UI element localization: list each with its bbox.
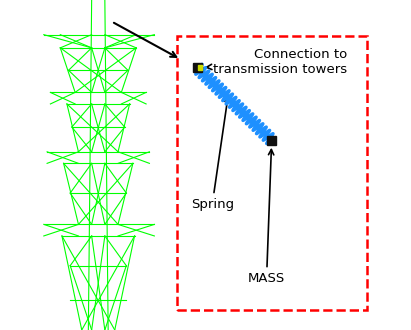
Bar — [178, 36, 367, 310]
Text: MASS: MASS — [248, 149, 285, 285]
Bar — [198, 65, 202, 70]
Text: Spring: Spring — [191, 97, 234, 211]
Bar — [267, 136, 276, 145]
Text: Connection to
transmission towers: Connection to transmission towers — [206, 48, 347, 76]
Bar — [193, 63, 202, 72]
